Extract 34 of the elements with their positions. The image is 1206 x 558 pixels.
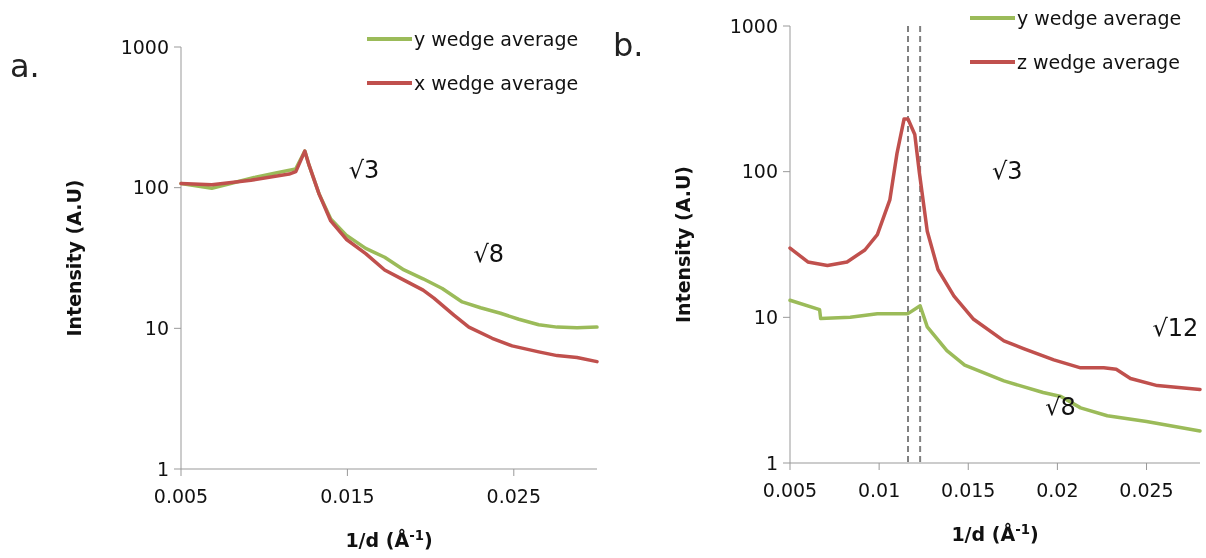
x-tick-label: 0.025 — [486, 485, 541, 507]
y-tick-label: 100 — [132, 176, 169, 199]
legend-label: y wedge average — [414, 27, 579, 50]
x-tick-label: 0.015 — [320, 485, 375, 507]
y-axis-title: Intensity (A.U) — [63, 179, 85, 337]
y-tick-label: 1000 — [729, 14, 778, 37]
x-tick-label: 0.005 — [153, 485, 209, 507]
x-tick-label: 0.005 — [762, 479, 818, 501]
x-axis-title: 1/d (Å$^{-1}$) — [345, 527, 433, 551]
line-series — [788, 298, 1202, 433]
legend-label: z wedge average — [1017, 50, 1180, 73]
line-series — [788, 117, 1202, 392]
x-tick-label: 0.01 — [857, 479, 901, 501]
line-series — [179, 149, 599, 364]
y-axis-title: Intensity (A.U) — [672, 165, 694, 324]
annotation: √3 — [992, 156, 1023, 185]
chart-title: a. — [10, 47, 40, 85]
annotation: √8 — [1045, 392, 1076, 421]
x-tick-label: 0.025 — [1119, 479, 1174, 501]
x-tick-label: 0.015 — [941, 479, 996, 501]
annotation: √8 — [473, 240, 505, 269]
annotation: √3 — [348, 155, 380, 184]
legend-label: x wedge average — [414, 71, 579, 94]
y-tick-label: 10 — [753, 305, 778, 328]
y-tick-label: 1 — [156, 457, 169, 480]
x-axis-title: 1/d (Å$^{-1}$) — [951, 521, 1039, 545]
y-tick-label: 100 — [741, 160, 778, 183]
legend-label: y wedge average — [1017, 6, 1182, 29]
y-tick-label: 1 — [765, 451, 778, 474]
y-tick-label: 10 — [144, 316, 169, 339]
chart-title: b. — [613, 26, 644, 64]
y-tick-label: 1000 — [120, 35, 169, 58]
x-tick-label: 0.02 — [1036, 479, 1079, 501]
annotation: √12 — [1152, 313, 1199, 342]
